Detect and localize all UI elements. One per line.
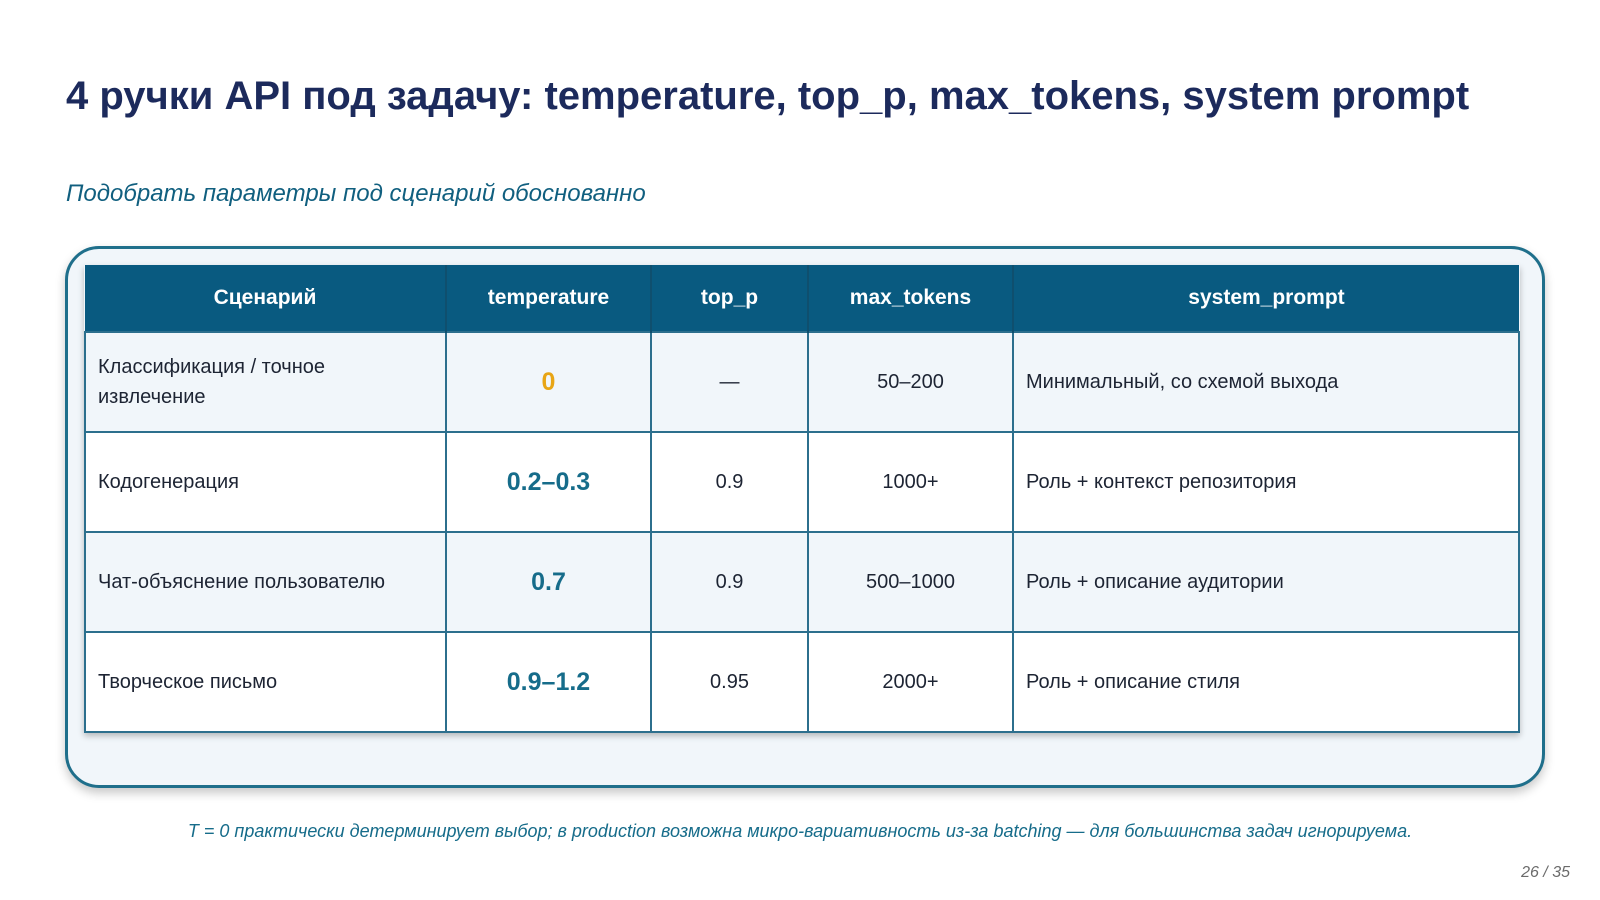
header-top-p: top_p [651,265,809,332]
header-temperature: temperature [446,265,652,332]
cell-temperature: 0 [445,331,652,433]
cell-max-tokens: 1000+ [807,431,1014,533]
footnote: T = 0 практически детерминирует выбор; в… [187,821,1413,841]
cell-scenario: Творческое письмо [84,631,447,733]
cell-system-prompt: Роль + описание стиля [1012,631,1520,733]
page-number: 26 / 35 [1521,864,1570,881]
parameters-table: Сценарий temperature top_p max_tokens sy… [84,265,1520,733]
table-header-row: Сценарий temperature top_p max_tokens sy… [85,265,1519,332]
cell-temperature: 0.2–0.3 [445,431,652,533]
table-row: Кодогенерация 0.2–0.3 0.9 1000+ Роль + к… [84,431,1520,533]
cell-top-p: — [650,331,809,433]
cell-max-tokens: 500–1000 [807,531,1014,633]
cell-scenario: Классификация / точное извлечение [84,331,447,433]
cell-system-prompt: Минимальный, со схемой выхода [1012,331,1520,433]
cell-scenario: Кодогенерация [84,431,447,533]
cell-system-prompt: Роль + описание аудитории [1012,531,1520,633]
cell-scenario: Чат-объяснение пользователю [84,531,447,633]
header-scenario: Сценарий [85,265,447,332]
slide-title: 4 ручки API под задачу: temperature, top… [66,74,1470,118]
cell-temperature: 0.9–1.2 [445,631,652,733]
header-max-tokens: max_tokens [808,265,1014,332]
cell-temperature: 0.7 [445,531,652,633]
table-row: Чат-объяснение пользователю 0.7 0.9 500–… [84,531,1520,633]
slide-subtitle: Подобрать параметры под сценарий обоснов… [66,180,646,207]
cell-top-p: 0.9 [650,531,809,633]
cell-top-p: 0.95 [650,631,809,733]
table-row: Творческое письмо 0.9–1.2 0.95 2000+ Рол… [84,631,1520,733]
header-system-prompt: system_prompt [1013,265,1519,332]
cell-max-tokens: 2000+ [807,631,1014,733]
table-row: Классификация / точное извлечение 0 — 50… [84,331,1520,433]
cell-top-p: 0.9 [650,431,809,533]
cell-system-prompt: Роль + контекст репозитория [1012,431,1520,533]
cell-max-tokens: 50–200 [807,331,1014,433]
